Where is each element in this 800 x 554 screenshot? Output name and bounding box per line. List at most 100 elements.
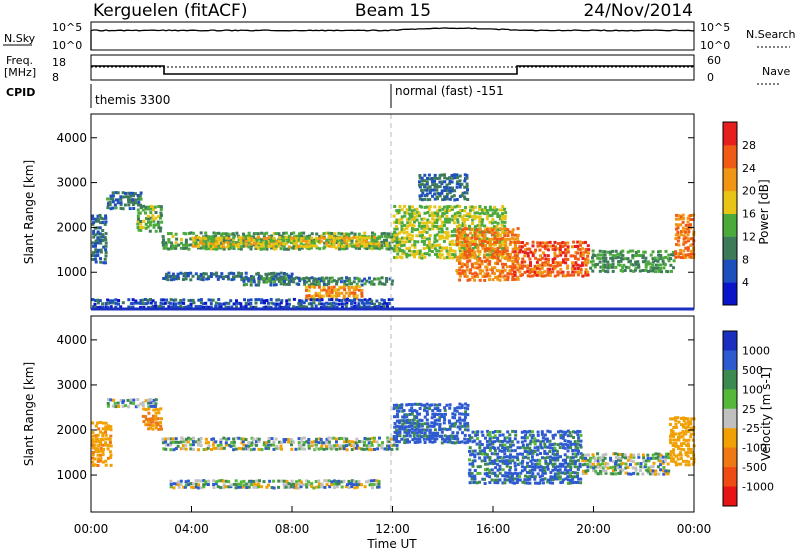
- velocity-cell-5: [422, 434, 426, 438]
- velocity-cell-8: [672, 442, 676, 446]
- power-cell-6: [322, 283, 326, 286]
- power-cell-3: [184, 243, 188, 247]
- power-cell-12: [632, 269, 636, 273]
- power-cell-5: [237, 274, 241, 278]
- power-cell-9: [431, 243, 435, 247]
- power-cell-8: [204, 301, 208, 305]
- velocity-cell-6: [564, 477, 568, 481]
- power-cell-13: [686, 227, 690, 231]
- power-cell-14: [426, 177, 429, 180]
- power-cell-10: [476, 249, 480, 253]
- velocity-cell-0: [99, 446, 103, 450]
- power-cell-13: [689, 218, 693, 221]
- power-cell-0: [96, 238, 100, 242]
- power-cell-5: [186, 274, 190, 278]
- velocity-cell-5: [425, 412, 429, 416]
- power-cell-3: [225, 234, 229, 238]
- power-cell-14: [427, 173, 431, 177]
- velocity-cell-4: [347, 479, 351, 483]
- power-cell-3: [260, 238, 264, 242]
- velocity-cell-7: [632, 471, 636, 475]
- power-cell-3: [380, 240, 384, 244]
- velocity-cell-6: [565, 455, 569, 459]
- power-cell-4: [290, 239, 294, 243]
- velocity-cell-1: [148, 398, 152, 402]
- power-cell-7: [343, 288, 347, 292]
- power-cell-9: [433, 237, 437, 241]
- power-cell-8: [345, 301, 349, 305]
- power-cell-2: [149, 211, 153, 215]
- power-cell-10: [478, 263, 482, 267]
- velocity-cell-6: [559, 481, 563, 485]
- power-cell-0: [101, 239, 105, 242]
- velocity-heatmap: [91, 398, 696, 490]
- power-cell-8: [106, 301, 110, 305]
- velocity-cell-6: [488, 433, 492, 437]
- velocity-cell-5: [410, 406, 414, 410]
- power-cell-10: [458, 255, 462, 259]
- velocity-cell-6: [513, 471, 517, 475]
- power-cell-9: [490, 214, 494, 218]
- power-cell-11: [566, 250, 570, 254]
- power-cell-6: [274, 283, 278, 287]
- power-cell-13: [682, 249, 686, 253]
- velocity-cell-3: [191, 443, 195, 447]
- power-cell-9: [442, 256, 446, 260]
- velocity-cell-3: [373, 447, 376, 451]
- power-cell-13: [677, 214, 681, 218]
- power-cell-9: [452, 221, 456, 225]
- power-cell-3: [175, 237, 179, 241]
- velocity-cell-1: [154, 398, 158, 402]
- power-cell-11: [576, 240, 580, 244]
- power-cell-0: [99, 216, 103, 220]
- velocity-cell-2: [156, 408, 160, 412]
- power-cell-10: [480, 259, 484, 263]
- power-cell-5: [179, 271, 183, 275]
- power-cell-11: [513, 260, 517, 264]
- power-cell-4: [194, 242, 198, 246]
- velocity-cell-5: [401, 422, 405, 426]
- power-cell-11: [546, 263, 550, 267]
- power-cell-1: [108, 203, 112, 207]
- power-cell-4: [314, 244, 318, 248]
- velocity-cell-3: [348, 443, 352, 447]
- power-cell-4: [318, 237, 322, 241]
- velocity-cell-3: [368, 448, 372, 452]
- power-cell-3: [383, 238, 386, 242]
- power-cell-9: [446, 205, 450, 209]
- velocity-cell-1: [154, 402, 158, 406]
- power-cell-5: [197, 274, 200, 278]
- velocity-cell-5: [395, 434, 399, 437]
- power-cell-10: [468, 255, 472, 259]
- power-cell-10: [491, 242, 495, 246]
- velocity-cell-6: [561, 443, 565, 447]
- power-cell-8: [343, 298, 347, 302]
- power-cell-5: [176, 272, 180, 276]
- velocity-cell-3: [300, 437, 304, 440]
- velocity-cell-2: [144, 423, 148, 427]
- power-cell-10: [465, 256, 469, 260]
- power-cell-13: [689, 237, 693, 241]
- velocity-cell-5: [412, 434, 416, 438]
- power-cell-11: [535, 273, 539, 277]
- power-cell-10: [456, 228, 460, 232]
- velocity-cell-0: [107, 427, 111, 431]
- velocity-cell-8: [690, 417, 694, 421]
- power-cell-14: [433, 197, 437, 201]
- power-cell-0: [101, 235, 105, 239]
- velocity-cell-6: [541, 439, 545, 443]
- power-cell-6: [325, 283, 329, 287]
- power-cell-3: [184, 232, 188, 236]
- velocity-cell-1: [106, 402, 110, 405]
- power-cell-8: [217, 302, 221, 306]
- power-cell-2: [152, 219, 156, 223]
- power-cell-2: [137, 211, 141, 215]
- velocity-cell-4: [372, 483, 376, 486]
- power-cell-3: [174, 232, 178, 236]
- velocity-cell-6: [531, 472, 535, 476]
- power-cell-8: [232, 302, 236, 306]
- power-cell-9: [491, 249, 494, 253]
- power-cell-8: [117, 299, 121, 302]
- velocity-cell-6: [468, 449, 471, 453]
- velocity-cell-8: [669, 441, 673, 445]
